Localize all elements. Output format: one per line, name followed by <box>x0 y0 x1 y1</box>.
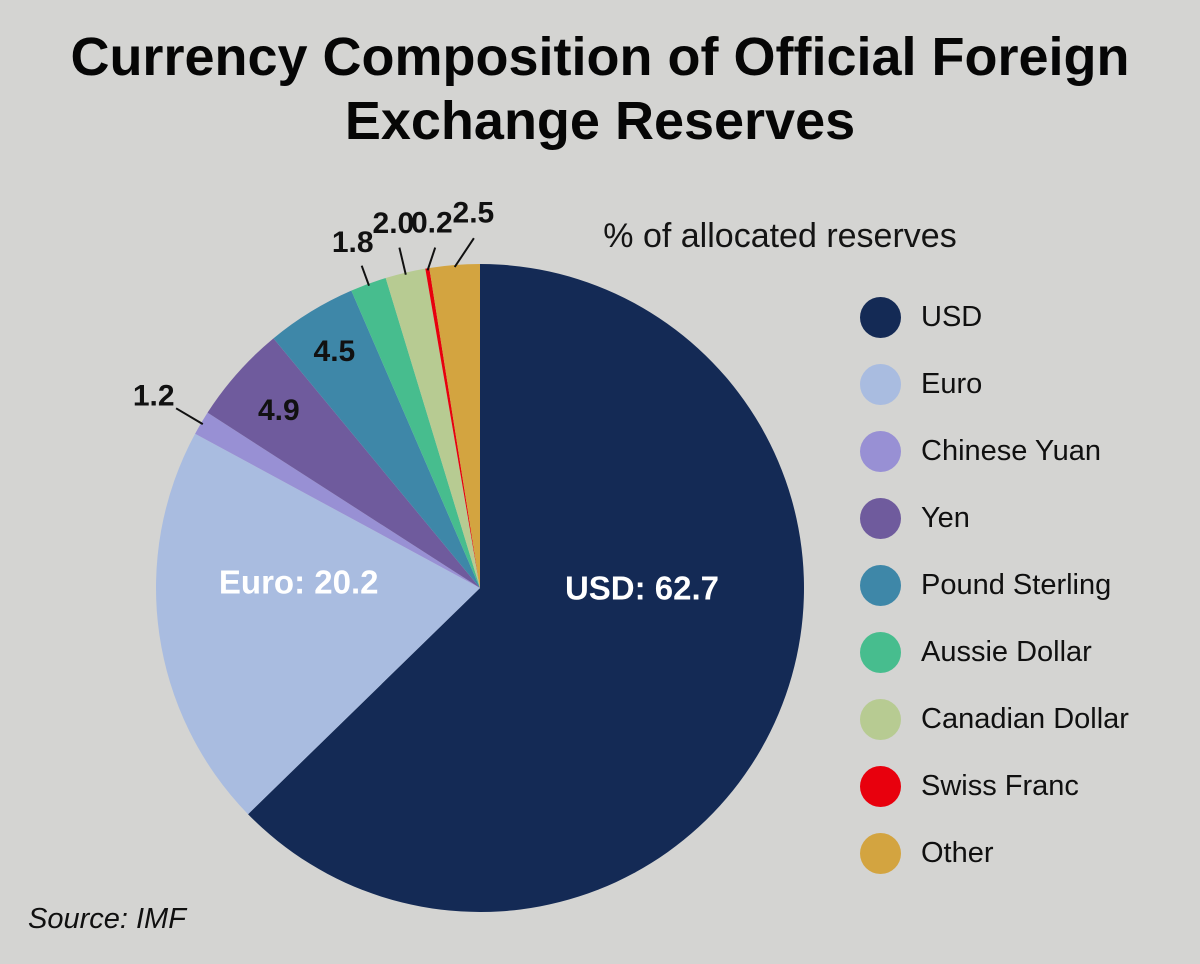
legend-label-usd: USD <box>921 301 983 333</box>
legend-label-euro: Euro <box>921 368 983 400</box>
legend-label-pound-sterling: Pound Sterling <box>921 569 1112 601</box>
legend-swatch-canadian-dollar <box>860 699 901 740</box>
legend-label-yen: Yen <box>921 502 970 534</box>
leader-line-swiss-franc <box>426 247 437 271</box>
legend-item-pound-sterling: Pound Sterling <box>860 552 1129 619</box>
legend-swatch-chinese-yuan <box>860 431 901 472</box>
pie-slice-usd <box>248 264 804 913</box>
legend-swatch-pound-sterling <box>860 565 901 606</box>
legend-swatch-euro <box>860 364 901 405</box>
legend-swatch-aussie-dollar <box>860 632 901 673</box>
pie-slice-other <box>429 264 480 588</box>
legend-item-chinese-yuan: Chinese Yuan <box>860 418 1129 485</box>
pie-label-canadian-dollar: 2.0 <box>373 207 415 240</box>
pie-label-usd: USD: 62.7 <box>565 570 719 607</box>
leader-line-chinese-yuan <box>175 407 204 425</box>
pie-slice-chinese-yuan <box>195 412 480 588</box>
legend-item-yen: Yen <box>860 485 1129 552</box>
legend-item-other: Other <box>860 820 1129 887</box>
chart-title: Currency Composition of Official Foreign… <box>70 27 1130 151</box>
legend-swatch-swiss-franc <box>860 766 901 807</box>
legend-label-canadian-dollar: Canadian Dollar <box>921 703 1129 735</box>
leader-line-other <box>453 237 475 268</box>
leader-line-aussie-dollar <box>360 265 370 287</box>
pie-label-aussie-dollar: 1.8 <box>332 226 374 259</box>
legend-item-canadian-dollar: Canadian Dollar <box>860 686 1129 753</box>
legend-item-aussie-dollar: Aussie Dollar <box>860 619 1129 686</box>
pie-label-euro: Euro: 20.2 <box>219 563 379 600</box>
pie-label-yen: 4.9 <box>258 394 300 427</box>
legend-swatch-other <box>860 833 901 874</box>
pie-label-swiss-franc: 0.2 <box>411 206 453 239</box>
legend-swatch-yen <box>860 498 901 539</box>
leader-line-canadian-dollar <box>398 247 407 275</box>
legend-item-euro: Euro <box>860 351 1129 418</box>
pie-slice-canadian-dollar <box>385 268 480 588</box>
legend-label-swiss-franc: Swiss Franc <box>921 770 1079 802</box>
legend-label-aussie-dollar: Aussie Dollar <box>921 636 1092 668</box>
legend-item-swiss-franc: Swiss Franc <box>860 753 1129 820</box>
pie-slice-swiss-franc <box>425 267 480 588</box>
legend-item-usd: USD <box>860 284 1129 351</box>
pie-slice-yen <box>207 338 480 588</box>
source-note: Source: IMF <box>28 903 186 935</box>
legend: USD Euro Chinese Yuan Yen Pound Sterling Auss… <box>860 284 1129 887</box>
pie-label-chinese-yuan: 1.2 <box>133 380 175 413</box>
legend-swatch-usd <box>860 297 901 338</box>
pie-slice-pound-sterling <box>273 290 480 588</box>
pie-label-pound-sterling: 4.5 <box>314 335 356 368</box>
pie-label-other: 2.5 <box>453 197 495 230</box>
legend-label-other: Other <box>921 837 994 869</box>
pie-slice-aussie-dollar <box>351 278 480 588</box>
chart-subtitle: % of allocated reserves <box>603 217 957 255</box>
legend-label-chinese-yuan: Chinese Yuan <box>921 435 1102 467</box>
pie-slice-euro <box>155 433 481 815</box>
